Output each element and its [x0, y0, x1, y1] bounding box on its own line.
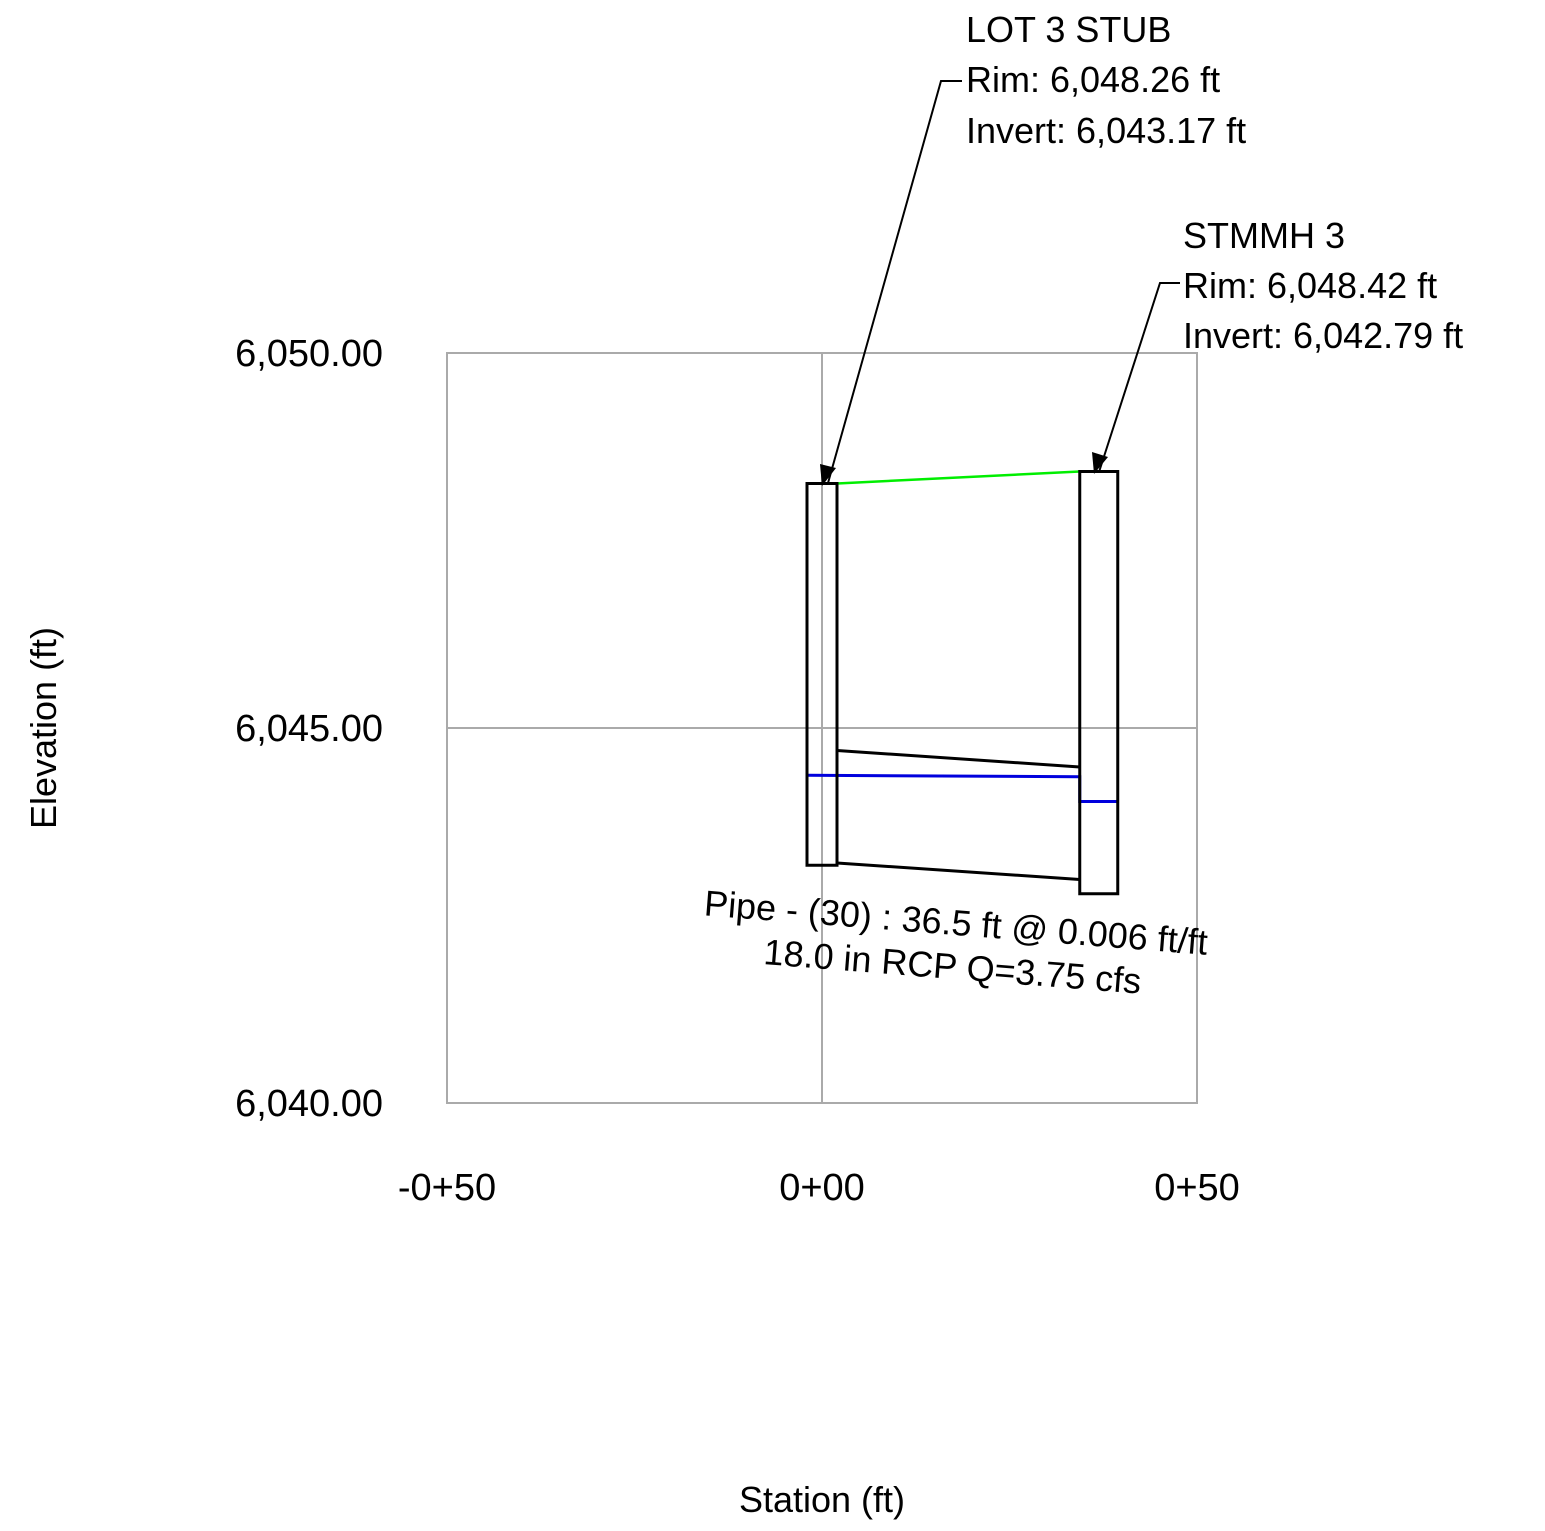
- structure-annotation-lot3: LOT 3 STUB Rim: 6,048.26 ft Invert: 6,04…: [966, 9, 1246, 151]
- pipe-invert-line: [836, 861, 1080, 881]
- y-tick-label: 6,040.00: [235, 1083, 383, 1125]
- structure-name: STMMH 3: [1183, 215, 1345, 256]
- y-tick-label: 6,050.00: [235, 333, 383, 375]
- structure-invert-label: Invert: 6,043.17 ft: [966, 110, 1246, 151]
- x-tick-labels: -0+50 0+00 0+50: [398, 1167, 1240, 1209]
- profile-marks: [805, 470, 1120, 896]
- pipe-label: Pipe - (30) : 36.5 ft @ 0.006 ft/ft 18.0…: [703, 882, 1209, 1001]
- structure-rim-label: Rim: 6,048.26 ft: [966, 59, 1220, 100]
- x-tick-label: 0+00: [779, 1167, 865, 1209]
- structure-rim-label: Rim: 6,048.42 ft: [1183, 265, 1437, 306]
- x-tick-label: 0+50: [1154, 1167, 1240, 1209]
- x-axis-title: Station (ft): [739, 1479, 905, 1520]
- hydraulic-grade-line: [806, 773, 1118, 803]
- y-tick-label: 6,045.00: [235, 708, 383, 750]
- pipe-crown-line: [836, 749, 1080, 769]
- ground-line: [836, 470, 1080, 485]
- structure-annotation-stmmh3: STMMH 3 Rim: 6,048.42 ft Invert: 6,042.7…: [1183, 215, 1463, 356]
- leader-arrow-lot3: [820, 80, 962, 486]
- structure-invert-label: Invert: 6,042.79 ft: [1183, 315, 1463, 356]
- leader-arrow-stmmh3: [1092, 282, 1180, 474]
- y-tick-labels: 6,050.00 6,045.00 6,040.00: [235, 333, 383, 1125]
- arrowhead: [1092, 452, 1108, 474]
- x-tick-label: -0+50: [398, 1167, 496, 1209]
- y-axis-title: Elevation (ft): [23, 627, 64, 829]
- arrowhead: [820, 464, 836, 486]
- structure-stmmh-3: [1078, 470, 1120, 896]
- structure-name: LOT 3 STUB: [966, 9, 1171, 50]
